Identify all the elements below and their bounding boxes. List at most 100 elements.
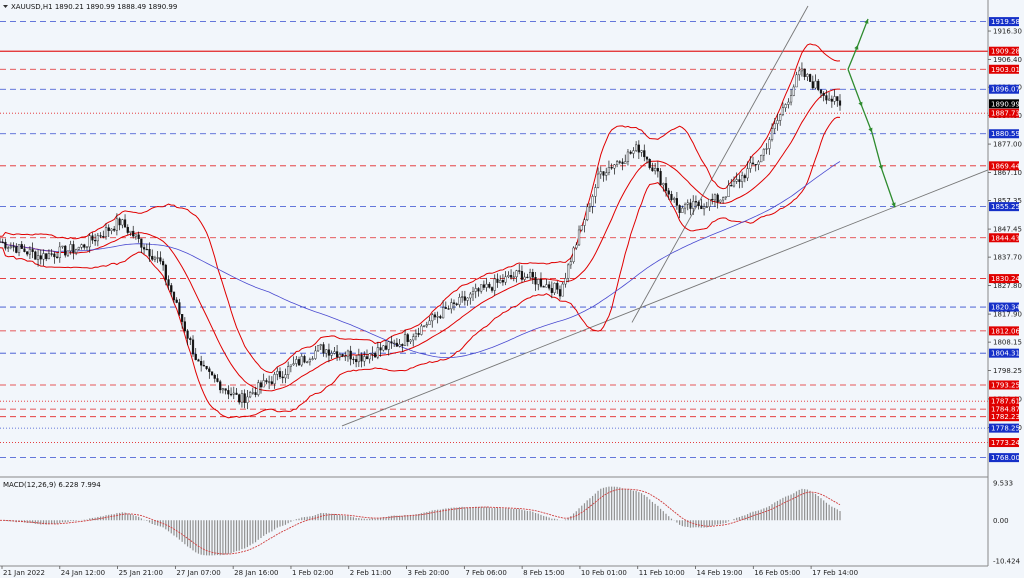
candle-body [724, 196, 727, 198]
candle-body [518, 270, 521, 272]
candle-body [694, 201, 698, 203]
candle-body [838, 100, 842, 106]
candle-body [651, 167, 654, 172]
candle-body [61, 245, 64, 248]
candle-body [626, 151, 630, 162]
candle-body [507, 275, 510, 278]
candle-body [102, 236, 105, 238]
candle-body [374, 353, 377, 358]
candle-body [656, 168, 659, 172]
candle-body [132, 230, 135, 237]
candle-body [814, 80, 817, 89]
candle-body [9, 246, 12, 248]
candle-body [365, 356, 369, 360]
candle-body [512, 276, 515, 278]
candle-body [673, 198, 676, 201]
trend-line-steep [631, 5, 809, 323]
candle-body [164, 264, 167, 280]
candle-body [243, 393, 246, 403]
candle-body [406, 334, 409, 342]
candle-body [452, 302, 456, 304]
candle-body [287, 366, 290, 375]
candle-body [553, 282, 556, 293]
time-tick-label: 10 Feb 01:00 [581, 569, 627, 577]
trend-line-support [341, 169, 989, 427]
candle-body [363, 356, 366, 362]
level-tag [989, 46, 1019, 56]
candle-body [635, 144, 638, 151]
candle-body [667, 190, 670, 195]
time-tick-label: 21 Jan 2022 [3, 569, 45, 577]
candle-body [297, 359, 301, 366]
candle-body [115, 218, 118, 231]
candle-body [618, 161, 621, 163]
candle-body [382, 345, 385, 351]
candle-body [594, 187, 597, 197]
level-tag [989, 129, 1019, 139]
candle-body [360, 355, 363, 362]
candle-body [822, 92, 825, 96]
candle-body [474, 288, 477, 292]
candle-body [121, 219, 124, 226]
candle-body [0, 241, 2, 243]
macd-panel [0, 486, 841, 556]
candle-body [118, 218, 121, 226]
time-tick-label: 14 Feb 19:00 [697, 569, 743, 577]
level-tag [989, 453, 1019, 463]
candle-body [496, 278, 499, 283]
candle-body [107, 227, 110, 231]
candle-body [450, 302, 453, 310]
candle-body [191, 339, 195, 355]
candle-body [770, 128, 774, 140]
candle-body [613, 164, 616, 169]
candle-body [599, 171, 602, 175]
candle-body [327, 349, 331, 356]
candle-body [746, 168, 749, 179]
macd-scale: 9.533 0.00 -10.424 [993, 480, 1021, 566]
candle-body [393, 342, 396, 345]
candle-body [96, 235, 99, 242]
candle-body [140, 238, 143, 248]
symbol-dropdown-icon[interactable] [3, 5, 8, 8]
candle-body [178, 302, 181, 315]
candle-body [749, 162, 752, 169]
candle-body [784, 104, 787, 108]
candle-body [145, 248, 148, 251]
candle-body [181, 314, 184, 322]
level-tag-label: 1820.34 [991, 304, 1020, 312]
candle-body [20, 244, 23, 249]
candle-body [390, 341, 393, 344]
level-tag [989, 348, 1019, 358]
candle-body [477, 288, 480, 292]
candle-body [830, 98, 833, 102]
candle-body [153, 257, 157, 260]
candle-body [493, 278, 496, 291]
candle-body [371, 353, 374, 355]
time-tick-label: 24 Jan 12:00 [61, 569, 105, 577]
time-tick-label: 2 Feb 11:00 [350, 569, 391, 577]
candle-body [205, 365, 208, 369]
candle-body [94, 240, 97, 242]
candle-body [439, 316, 442, 319]
candle-body [757, 161, 760, 165]
candle-body [210, 371, 214, 376]
candle-body [708, 198, 711, 207]
candle-body [398, 344, 401, 347]
candle-body [31, 249, 34, 252]
candle-body [817, 80, 820, 90]
candle-body [705, 206, 708, 208]
candle-body [34, 251, 37, 260]
candle-body [12, 246, 15, 248]
chart-header: XAUUSD,H1 1890.21 1890.99 1888.49 1890.9… [11, 3, 177, 11]
candle-body [637, 144, 640, 153]
level-tag [989, 274, 1019, 284]
candle-body [798, 70, 801, 76]
candle-body [246, 396, 249, 403]
candle-body [335, 351, 339, 358]
price-tick-label: 1867.10 [993, 169, 1022, 177]
level-tag-label: 1869.44 [991, 162, 1020, 170]
candle-body [273, 374, 276, 384]
candle-body [319, 344, 322, 346]
candle-body [409, 339, 412, 342]
